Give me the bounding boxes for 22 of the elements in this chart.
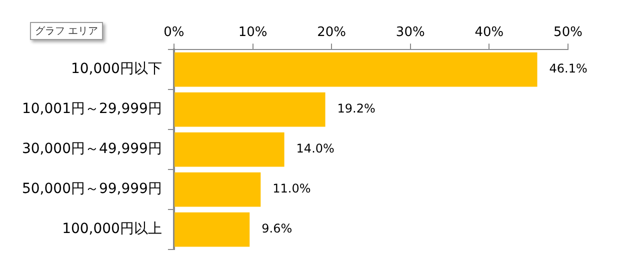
data-label: 9.6% bbox=[262, 222, 292, 236]
bar bbox=[174, 92, 326, 127]
y-tick-label: 30,000円～49,999円 bbox=[22, 141, 162, 158]
bar bbox=[174, 132, 284, 167]
x-tick-label: 10% bbox=[238, 25, 268, 40]
text: グラフ エリア bbox=[30, 22, 104, 40]
y-tick-label: 100,000円以上 bbox=[62, 221, 162, 238]
x-tick-label: 0% bbox=[164, 25, 184, 40]
x-tick-label: 20% bbox=[317, 25, 346, 40]
y-tick-label: 10,000円以下 bbox=[70, 61, 162, 78]
x-tick-label: 40% bbox=[474, 25, 504, 40]
data-label: 46.1% bbox=[549, 62, 588, 76]
bar bbox=[174, 172, 261, 207]
data-label: 19.2% bbox=[337, 102, 376, 116]
bar bbox=[174, 52, 538, 87]
bar bbox=[174, 212, 250, 247]
x-tick-label: 50% bbox=[554, 25, 582, 40]
data-label: 14.0% bbox=[296, 142, 334, 156]
data-label: 11.0% bbox=[272, 182, 311, 196]
x-tick-label: 30% bbox=[396, 25, 425, 40]
y-tick-label: 10,001円～29,999円 bbox=[22, 101, 162, 118]
y-tick-label: 50,000円～99,999円 bbox=[22, 181, 162, 198]
